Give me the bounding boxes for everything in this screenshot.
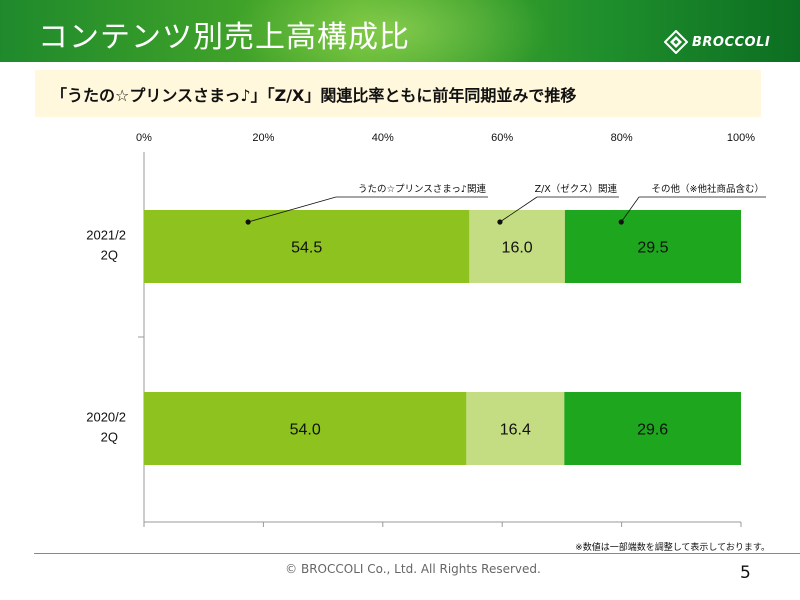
x-tick-label: 0% [136, 132, 152, 144]
header-shine [230, 0, 550, 62]
data-label: 54.0 [290, 422, 321, 439]
x-tick-label: 60% [491, 132, 513, 144]
legend-label: うたの☆プリンスさまっ♪関連 [358, 183, 487, 195]
legend-label: その他（※他社商品含む） [652, 183, 764, 195]
bar-segment [564, 392, 741, 465]
slide-header: コンテンツ別売上高構成比 BROCCOLI [0, 0, 800, 62]
headline-text: 「うたの☆プリンスさまっ♪」「Z/X」関連比率ともに前年同期並みで推移 [51, 86, 577, 105]
data-label: 54.5 [291, 240, 322, 257]
legend-leader-dot [497, 219, 503, 225]
category-label: 2Q [101, 430, 118, 445]
bar-segment [564, 210, 741, 283]
bar-segment [469, 210, 565, 283]
data-label: 29.5 [637, 240, 668, 257]
logo-text: BROCCOLI [692, 34, 771, 50]
bar-segment [144, 210, 470, 283]
data-label: 29.6 [637, 422, 668, 439]
legend-leader-line [499, 196, 538, 223]
headline-box: 「うたの☆プリンスさまっ♪」「Z/X」関連比率ともに前年同期並みで推移 [35, 70, 761, 117]
data-label: 16.0 [502, 240, 533, 257]
legend-label: Z/X（ゼクス）関連 [535, 183, 618, 195]
x-tick-label: 20% [252, 132, 274, 144]
legend-leader-dot [618, 219, 624, 225]
bar-segment [466, 392, 565, 465]
footer-divider [34, 553, 800, 554]
broccoli-logo: BROCCOLI [664, 30, 770, 54]
legend-leader-line [248, 196, 337, 223]
category-label: 2020/2 [86, 410, 126, 425]
data-label: 16.4 [500, 422, 531, 439]
page-number: 5 [740, 563, 751, 583]
copyright: © BROCCOLI Co., Ltd. All Rights Reserved… [285, 562, 541, 576]
category-label: 2021/2 [86, 228, 126, 243]
x-tick-label: 100% [727, 132, 755, 144]
category-label: 2Q [101, 248, 118, 263]
bar-segment [144, 392, 467, 465]
legend-leader-line [620, 196, 640, 223]
slide-title: コンテンツ別売上高構成比 [38, 20, 410, 55]
footnote: ※数値は一部端数を調整して表示しております。 [575, 543, 770, 553]
broccoli-logo-icon [664, 30, 688, 54]
legend-leader-dot [245, 219, 251, 225]
x-tick-label: 40% [372, 132, 394, 144]
x-tick-label: 80% [611, 132, 633, 144]
